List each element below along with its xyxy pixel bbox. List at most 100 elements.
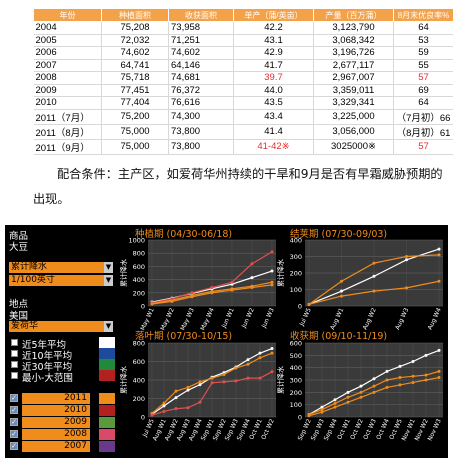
table-row: 2011（8月） 75,000 73,800 41.4 3,056,000 （8月初）61 <box>33 124 453 140</box>
series-point <box>333 405 337 409</box>
chevron-down-icon: ▼ <box>104 262 113 273</box>
series-point <box>270 351 274 355</box>
control-panel: 商品 大豆 累计降水 ▼ 1/100英寸 ▼ 地点 美国 爱荷华 ▼ 近5年平均 近10… <box>5 225 121 458</box>
y-tick-label: 600 <box>133 358 145 366</box>
x-tick-label: Jun W1 <box>220 307 236 330</box>
table-cell-yield: 41-42※ <box>233 139 314 155</box>
state-select-value: 爱荷华 <box>11 321 39 331</box>
series-point <box>405 286 408 290</box>
series-point <box>411 374 415 378</box>
series-point <box>270 283 274 287</box>
y-tick-label: 400 <box>133 377 145 385</box>
unit-select[interactable]: 1/100英寸 ▼ <box>9 275 113 286</box>
table-cell-plant: 75,200 <box>101 109 169 125</box>
series-point <box>246 376 250 380</box>
table-row: 2005 72,032 71,251 43.1 3,068,342 53 <box>33 34 453 47</box>
table-cell-harvest: 76,372 <box>168 84 234 97</box>
series-point <box>437 247 441 251</box>
table-row: 2011（7月） 75,200 74,300 43.4 3,225,000 （7月初）66 <box>33 109 453 125</box>
legend-label: 近30年平均 <box>22 362 73 373</box>
y-tick-label: 0 <box>141 414 145 422</box>
table-cell-plant: 64,741 <box>101 59 169 72</box>
series-point <box>186 385 190 389</box>
table-cell-plant: 75,000 <box>101 124 169 140</box>
series-point <box>258 356 262 360</box>
series-point <box>372 274 376 278</box>
table-cell-prod: 3,359,011 <box>313 84 394 97</box>
series-point <box>346 400 350 404</box>
legend-label: 近10年平均 <box>22 351 73 362</box>
chevron-down-icon: ▼ <box>104 321 113 332</box>
series-point <box>340 279 343 283</box>
y-tick-label: 400 <box>290 364 302 372</box>
table-header-row: 年份 种植面积 收获面积 单产（蒲/英亩） 产量（百万蒲） 8月末优良率% <box>33 8 453 22</box>
series-point <box>186 406 190 410</box>
series-point <box>340 289 343 293</box>
table-cell-good: 53 <box>393 34 453 47</box>
series-point <box>424 378 428 382</box>
table-row: 2006 74,602 74,602 42.9 3,196,726 59 <box>33 46 453 60</box>
series-point <box>198 400 202 404</box>
table-cell-prod: 3,196,726 <box>313 46 394 60</box>
table-cell-good: （7月初）66 <box>393 109 453 125</box>
series-point <box>222 380 226 384</box>
column-header: 单产（蒲/英亩） <box>233 8 314 22</box>
year-checkbox[interactable]: ✓ <box>10 442 18 450</box>
x-tick-label: May W2 <box>159 307 176 332</box>
table-cell-yield: 44.0 <box>233 84 314 97</box>
chart-title: 结荚期 (07/30-09/03) <box>290 228 387 240</box>
metric-select[interactable]: 累计降水 ▼ <box>9 262 113 273</box>
year-checkbox[interactable]: ✓ <box>10 406 18 414</box>
series-point <box>424 373 428 377</box>
y-tick-label: 0 <box>141 303 145 311</box>
x-tick-label: Aug W2 <box>362 307 378 331</box>
y-axis-label: 累计降水 <box>119 366 128 394</box>
year-checkbox[interactable]: ✓ <box>10 394 18 402</box>
column-header: 收获面积 <box>168 8 234 22</box>
series-point <box>270 250 274 254</box>
legend-swatch <box>99 359 115 370</box>
chart-title: 落叶期 (07/30-10/15) <box>135 330 232 342</box>
series-point <box>270 370 274 374</box>
metric-select-value: 累计降水 <box>11 262 48 272</box>
x-tick-label: Aug W4 <box>427 307 443 331</box>
legend-checkbox[interactable] <box>11 372 18 379</box>
table-cell-yield: 41.4 <box>233 124 314 140</box>
series-point <box>405 255 408 258</box>
table-cell-yield: 42.2 <box>233 21 314 35</box>
chart-title: 收获期 (09/10-11/19) <box>290 330 387 342</box>
year-swatch <box>99 441 115 452</box>
state-select[interactable]: 爱荷华 ▼ <box>9 321 113 332</box>
table-row: 2011（9月） 75,000 73,800 41-42※ 3025000※ 57 <box>33 139 453 155</box>
series-point <box>190 291 194 295</box>
series-point <box>246 362 250 366</box>
table-cell-year: 2009 <box>33 84 102 97</box>
unit-select-value: 1/100英寸 <box>11 275 55 285</box>
series-point <box>437 253 441 257</box>
x-tick-label: Jun W2 <box>240 307 256 330</box>
year-checkbox[interactable]: ✓ <box>10 430 18 438</box>
series-point <box>307 414 311 418</box>
column-header: 种植面积 <box>101 8 169 22</box>
year-checkbox[interactable]: ✓ <box>10 418 18 426</box>
table-row: 2009 77,451 76,372 44.0 3,359,011 69 <box>33 84 453 97</box>
legend-checkbox[interactable] <box>11 350 18 357</box>
series-point <box>190 295 194 299</box>
series-point <box>346 390 350 394</box>
legend-checkbox[interactable] <box>11 361 18 368</box>
series-point <box>170 297 174 301</box>
series-point <box>320 405 324 409</box>
legend-checkbox[interactable] <box>11 339 18 346</box>
chevron-down-icon: ▼ <box>104 275 113 286</box>
series-point <box>150 413 154 417</box>
series-point <box>405 258 408 262</box>
y-tick-label: 800 <box>133 250 145 258</box>
x-tick-label: May W4 <box>199 307 216 332</box>
series-point <box>320 408 324 412</box>
y-tick-label: 400 <box>133 276 145 284</box>
year-swatch <box>99 417 115 428</box>
year-label: 2009 <box>22 417 90 428</box>
table-cell-year: 2008 <box>33 71 102 85</box>
table-cell-yield: 43.4 <box>233 109 314 125</box>
column-header: 年份 <box>33 8 102 22</box>
